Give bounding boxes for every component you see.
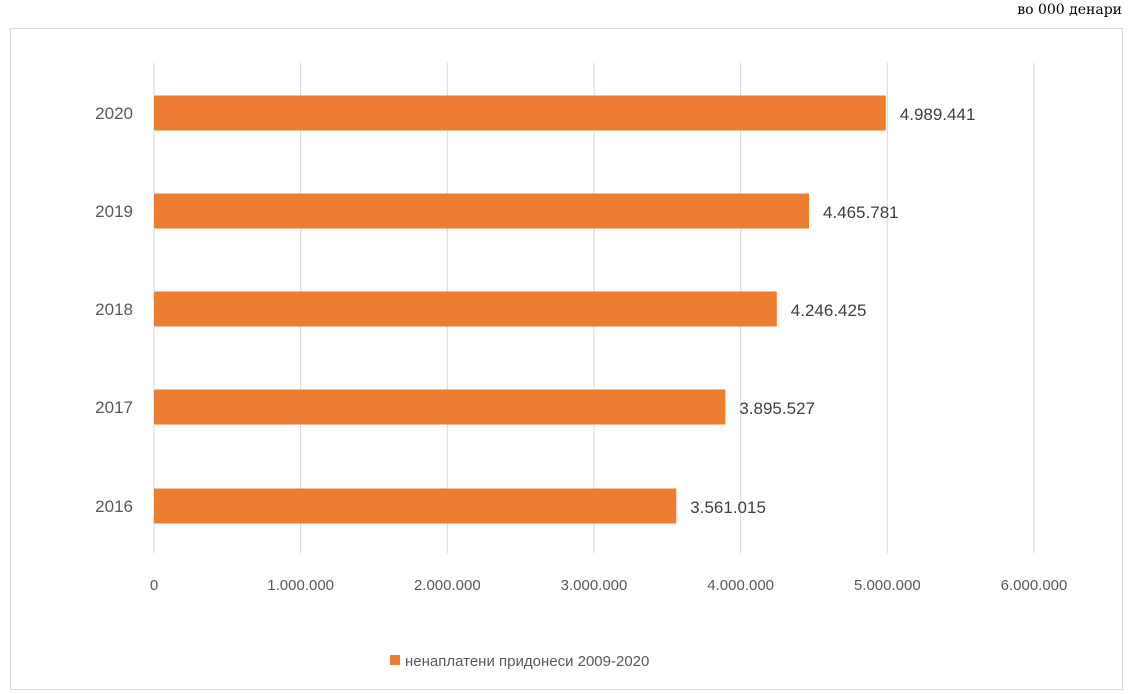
category-label-2016: 2016 — [95, 497, 133, 516]
bar-2017 — [154, 390, 725, 425]
category-label-2017: 2017 — [95, 398, 133, 417]
bar-2018 — [154, 292, 777, 327]
bar-2019 — [154, 194, 809, 229]
data-label-2019: 4.465.781 — [823, 203, 899, 222]
data-label-2020: 4.989.441 — [900, 105, 976, 124]
x-tick-label: 2.000.000 — [414, 577, 481, 594]
bar-2016 — [154, 489, 676, 524]
data-label-2017: 3.895.527 — [739, 399, 815, 418]
x-axis-tick-labels: 0 1.000.000 2.000.000 3.000.000 4.000.000 5.0… — [150, 577, 1068, 594]
legend-label: ненаплатени придонеси 2009-2020 — [405, 653, 649, 670]
x-tick-label: 5.000.000 — [854, 577, 921, 594]
x-tick-label: 3.000.000 — [561, 577, 628, 594]
category-label-2019: 2019 — [95, 202, 133, 221]
bars — [154, 96, 886, 524]
category-label-2018: 2018 — [95, 300, 133, 319]
data-label-2016: 3.561.015 — [690, 498, 766, 517]
data-label-2018: 4.246.425 — [791, 301, 867, 320]
legend-swatch — [390, 655, 400, 665]
category-labels: 2016 2017 2018 2019 2020 — [95, 104, 133, 516]
category-label-2020: 2020 — [95, 104, 133, 123]
x-tick-label: 4.000.000 — [707, 577, 774, 594]
x-tick-label: 1.000.000 — [267, 577, 334, 594]
bar-2020 — [154, 96, 886, 131]
legend: ненаплатени придонеси 2009-2020 — [390, 653, 649, 670]
x-tick-label: 6.000.000 — [1001, 577, 1068, 594]
x-tick-label: 0 — [150, 577, 158, 594]
